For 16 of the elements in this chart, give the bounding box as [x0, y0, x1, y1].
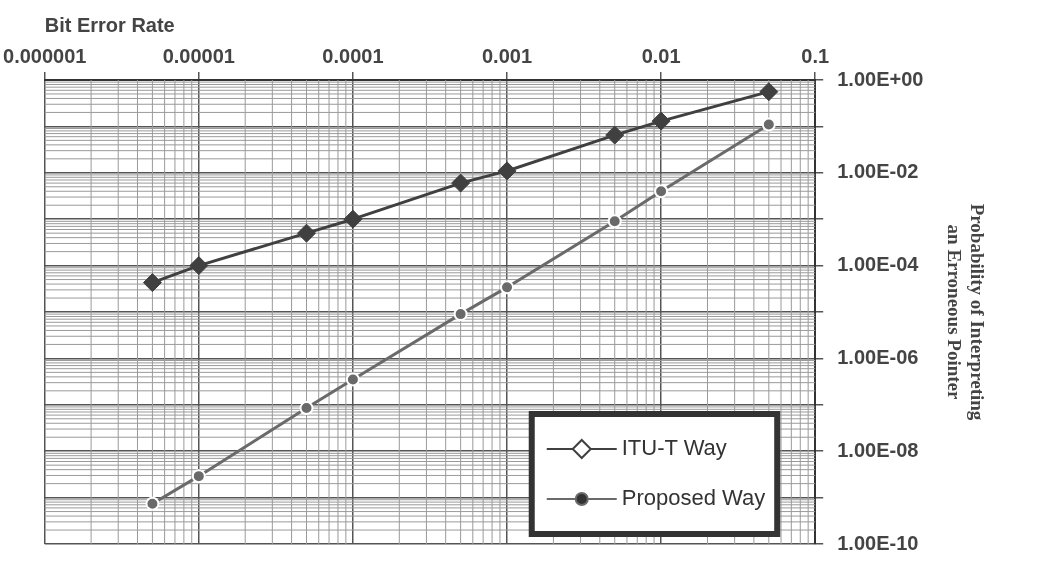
legend-label: Proposed Way [621, 485, 766, 511]
x-tick-label: 0.00001 [162, 44, 235, 67]
y-tick-label: 1.00E-06 [837, 345, 919, 368]
x-tick-label: 0.001 [481, 44, 533, 67]
x-tick-label: 0.000001 [3, 44, 87, 67]
y-tick-label: 1.00E-04 [837, 253, 920, 276]
x-tick-label: 0.1 [801, 44, 830, 67]
y-tick-label: 1.00E+00 [837, 67, 924, 90]
y-tick-label: 1.00E-10 [837, 531, 919, 554]
x-axis-title: Bit Error Rate [44, 13, 175, 36]
y-tick-label: 1.00E-08 [837, 438, 919, 461]
legend-label: ITU-T Way [621, 435, 727, 461]
x-tick-label: 0.01 [641, 44, 681, 67]
y-axis-title: Probability of Interpreting an Erroneous Pointer [943, 203, 988, 421]
y-tick-label: 1.00E-02 [837, 160, 919, 183]
x-tick-label: 0.0001 [322, 44, 384, 67]
